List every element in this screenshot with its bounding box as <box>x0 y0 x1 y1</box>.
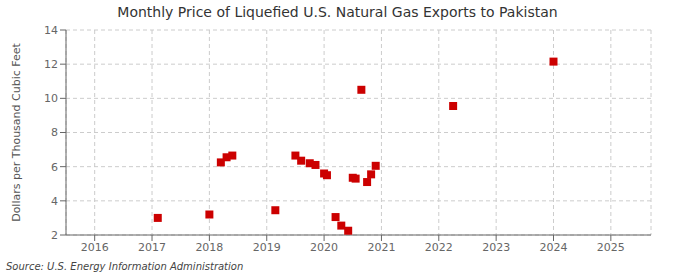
svg-text:14: 14 <box>44 24 58 37</box>
svg-text:2020: 2020 <box>310 241 338 254</box>
svg-text:2023: 2023 <box>482 241 510 254</box>
svg-text:2018: 2018 <box>195 241 223 254</box>
svg-text:2017: 2017 <box>138 241 166 254</box>
svg-text:4: 4 <box>51 195 58 208</box>
svg-text:Dollars per Thousand Cubic Fee: Dollars per Thousand Cubic Feet <box>10 42 23 221</box>
svg-text:6: 6 <box>51 161 58 174</box>
svg-text:2016: 2016 <box>81 241 109 254</box>
svg-text:2022: 2022 <box>425 241 453 254</box>
svg-text:2025: 2025 <box>597 241 625 254</box>
html-text:Monthly Price of Liquefied U.S: Monthly Price of Liquefied U.S. Natural … <box>117 4 558 20</box>
svg-text:2021: 2021 <box>367 241 395 254</box>
svg-text:2019: 2019 <box>253 241 281 254</box>
svg-text:10: 10 <box>44 92 58 105</box>
svg-text:12: 12 <box>44 58 58 71</box>
svg-text:8: 8 <box>51 126 58 139</box>
html-text:Source: U.S. Energy Informatio: Source: U.S. Energy Information Administ… <box>6 261 244 272</box>
svg-text:2: 2 <box>51 229 58 242</box>
svg-text:2024: 2024 <box>540 241 568 254</box>
